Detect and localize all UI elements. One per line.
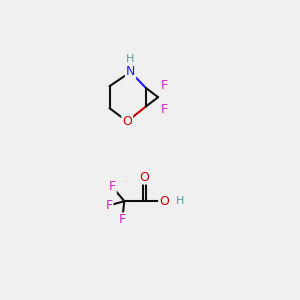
Text: H: H <box>126 54 135 64</box>
Text: F: F <box>161 79 168 92</box>
Text: O: O <box>159 195 169 208</box>
Text: F: F <box>161 103 168 116</box>
Text: F: F <box>118 213 126 226</box>
Text: O: O <box>139 170 149 184</box>
Text: O: O <box>122 115 132 128</box>
Text: N: N <box>126 65 135 79</box>
Text: F: F <box>105 199 112 212</box>
Text: H: H <box>176 196 184 206</box>
Text: F: F <box>109 180 116 194</box>
